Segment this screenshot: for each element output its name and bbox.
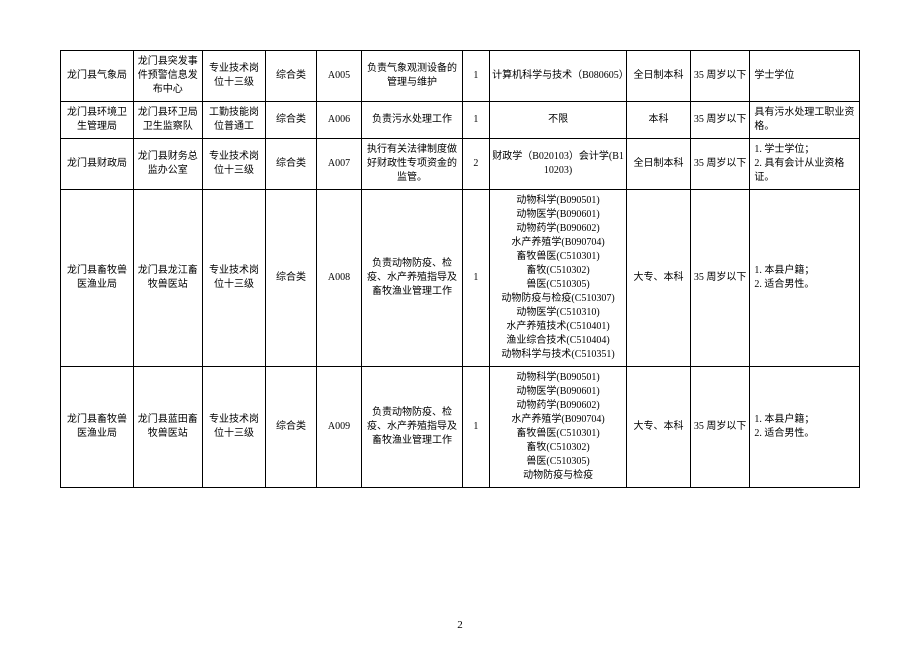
cell-count: 2 [462,139,489,190]
cell-category: 综合类 [266,139,316,190]
cell-category: 综合类 [266,51,316,102]
table-row: 龙门县环境卫生管理局龙门县环卫局卫生监察队工勤技能岗位普通工综合类A006负责污… [61,102,860,139]
cell-unit: 龙门县突发事件预警信息发布中心 [134,51,202,102]
table-row: 龙门县财政局龙门县财务总监办公室专业技术岗位十三级综合类A007执行有关法律制度… [61,139,860,190]
table-row: 龙门县畜牧兽医渔业局龙门县蓝田畜牧兽医站专业技术岗位十三级综合类A009负责动物… [61,367,860,488]
cell-dept: 龙门县畜牧兽医渔业局 [61,190,134,367]
table-row: 龙门县畜牧兽医渔业局龙门县龙江畜牧兽医站专业技术岗位十三级综合类A008负责动物… [61,190,860,367]
cell-remark: 1. 学士学位；2. 具有会计从业资格证。 [750,139,860,190]
cell-duty: 负责污水处理工作 [362,102,462,139]
cell-major: 动物科学(B090501)动物医学(B090601)动物药学(B090602)水… [490,190,627,367]
cell-dept: 龙门县财政局 [61,139,134,190]
cell-unit: 龙门县龙江畜牧兽医站 [134,190,202,367]
cell-unit: 龙门县蓝田畜牧兽医站 [134,367,202,488]
cell-edu: 全日制本科 [627,139,691,190]
cell-code: A009 [316,367,362,488]
cell-remark: 1. 本县户籍；2. 适合男性。 [750,367,860,488]
cell-count: 1 [462,51,489,102]
page-number: 2 [457,619,463,631]
cell-position: 专业技术岗位十三级 [202,139,266,190]
recruitment-table: 龙门县气象局龙门县突发事件预警信息发布中心专业技术岗位十三级综合类A005负责气… [60,50,860,488]
cell-count: 1 [462,102,489,139]
cell-major: 动物科学(B090501)动物医学(B090601)动物药学(B090602)水… [490,367,627,488]
cell-remark: 具有污水处理工职业资格。 [750,102,860,139]
cell-position: 专业技术岗位十三级 [202,367,266,488]
cell-dept: 龙门县畜牧兽医渔业局 [61,367,134,488]
cell-duty: 负责动物防疫、检疫、水产养殖指导及畜牧渔业管理工作 [362,190,462,367]
cell-count: 1 [462,190,489,367]
cell-duty: 负责动物防疫、检疫、水产养殖指导及畜牧渔业管理工作 [362,367,462,488]
cell-code: A008 [316,190,362,367]
cell-unit: 龙门县财务总监办公室 [134,139,202,190]
cell-count: 1 [462,367,489,488]
cell-category: 综合类 [266,367,316,488]
cell-dept: 龙门县环境卫生管理局 [61,102,134,139]
cell-remark: 1. 本县户籍；2. 适合男性。 [750,190,860,367]
cell-code: A006 [316,102,362,139]
cell-age: 35 周岁以下 [690,139,749,190]
cell-duty: 负责气象观测设备的管理与维护 [362,51,462,102]
cell-major: 不限 [490,102,627,139]
cell-dept: 龙门县气象局 [61,51,134,102]
cell-edu: 本科 [627,102,691,139]
cell-category: 综合类 [266,102,316,139]
cell-age: 35 周岁以下 [690,367,749,488]
cell-category: 综合类 [266,190,316,367]
cell-unit: 龙门县环卫局卫生监察队 [134,102,202,139]
cell-position: 专业技术岗位十三级 [202,51,266,102]
cell-position: 专业技术岗位十三级 [202,190,266,367]
cell-age: 35 周岁以下 [690,51,749,102]
cell-position: 工勤技能岗位普通工 [202,102,266,139]
cell-age: 35 周岁以下 [690,190,749,367]
cell-remark: 学士学位 [750,51,860,102]
cell-major: 计算机科学与技术（B080605） [490,51,627,102]
cell-edu: 全日制本科 [627,51,691,102]
cell-code: A007 [316,139,362,190]
cell-major: 财政学（B020103）会计学(B110203) [490,139,627,190]
cell-code: A005 [316,51,362,102]
cell-age: 35 周岁以下 [690,102,749,139]
cell-edu: 大专、本科 [627,367,691,488]
cell-edu: 大专、本科 [627,190,691,367]
table-row: 龙门县气象局龙门县突发事件预警信息发布中心专业技术岗位十三级综合类A005负责气… [61,51,860,102]
cell-duty: 执行有关法律制度做好财政性专项资金的监管。 [362,139,462,190]
